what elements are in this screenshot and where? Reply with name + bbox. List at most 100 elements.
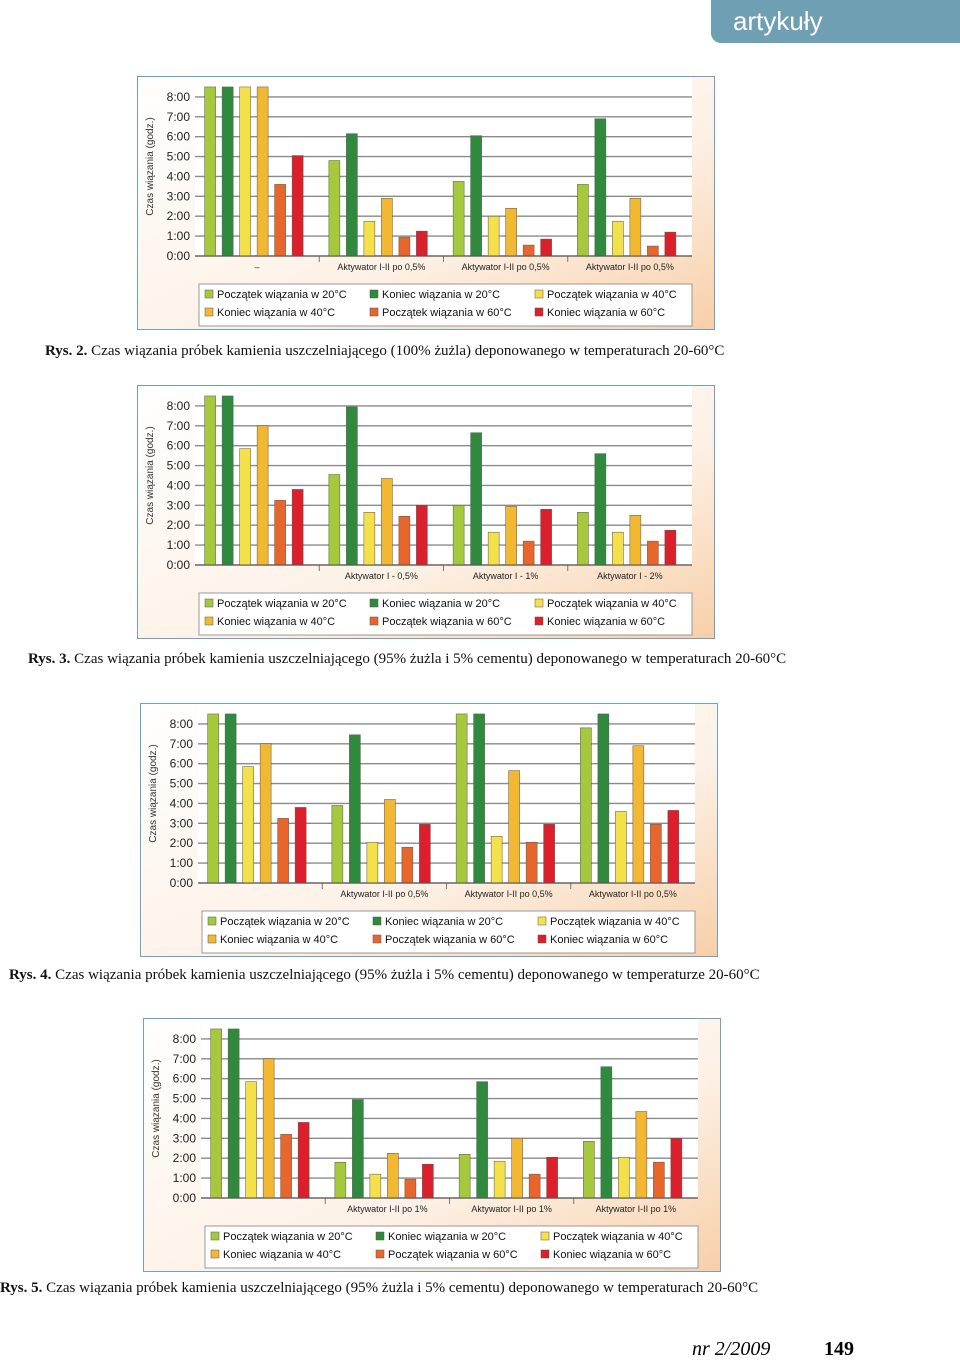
bar	[487, 215, 500, 257]
legend-swatch	[210, 1231, 220, 1241]
bar	[458, 1153, 471, 1199]
bar	[487, 531, 500, 566]
x-tick-label: Aktywator I-II po 0,5%	[340, 889, 428, 899]
y-tick-label: 8:00	[170, 717, 194, 731]
bar	[511, 1138, 523, 1199]
y-tick-label: 7:00	[167, 419, 191, 433]
bar	[363, 512, 376, 566]
legend-label: Początek wiązania w 20°C	[217, 289, 347, 301]
legend-label: Koniec wiązania w 20°C	[382, 598, 500, 610]
bar	[352, 1099, 364, 1199]
bar	[328, 160, 341, 257]
y-tick-label: 4:00	[167, 478, 191, 492]
bar	[331, 805, 344, 884]
bar	[346, 406, 358, 566]
bar	[629, 515, 642, 566]
bar	[493, 1160, 506, 1199]
bar	[632, 745, 645, 884]
legend-swatch	[369, 598, 379, 608]
y-axis-title: Czas wiązania (godz.)	[148, 744, 159, 842]
chart: 0:00 1:00 2:00 3:00 4:00 5:00 6:00 7:00 8:00 Czas…	[140, 703, 718, 957]
y-tick-label: 6:00	[167, 439, 191, 453]
legend-swatch	[540, 1231, 550, 1241]
x-tick-label: Aktywator I-II po 0,5%	[462, 262, 550, 272]
legend-swatch	[534, 307, 544, 317]
legend-label: Koniec wiązania w 60°C	[547, 307, 665, 319]
bar	[259, 743, 272, 884]
legend-swatch	[534, 598, 544, 608]
y-tick-label: 5:00	[167, 150, 191, 164]
y-tick-label: 5:00	[167, 459, 191, 473]
legend-swatch	[207, 916, 217, 926]
caption-text: Czas wiązania próbek kamienia uszczelnia…	[74, 651, 787, 667]
bar	[262, 1058, 275, 1199]
legend-box	[204, 1225, 699, 1269]
bar	[204, 395, 216, 566]
issue: nr 2/2009	[692, 1338, 771, 1360]
bar	[546, 1156, 558, 1199]
bar	[452, 181, 465, 257]
legend-swatch	[369, 289, 379, 299]
caption: Rys. 4. Czas wiązania próbek kamienia us…	[9, 967, 760, 984]
bar	[401, 846, 414, 884]
bar	[416, 505, 428, 566]
y-tick-label: 8:00	[167, 399, 191, 413]
bar	[455, 713, 468, 884]
y-tick-label: 3:00	[173, 1131, 197, 1145]
x-tick-label: Aktywator I - 1%	[473, 571, 539, 581]
bar	[221, 395, 234, 566]
y-tick-label: 6:00	[167, 130, 191, 144]
legend-label: Początek wiązania w 40°C	[553, 1231, 683, 1243]
caption-label: Rys. 4.	[9, 967, 52, 983]
legend-swatch	[204, 598, 214, 608]
bar	[615, 811, 627, 884]
bar	[416, 230, 428, 257]
legend-label: Koniec wiązania w 40°C	[220, 934, 338, 946]
bar	[452, 505, 465, 566]
legend-swatch	[534, 616, 544, 626]
bar	[635, 1111, 648, 1199]
bar	[670, 1138, 683, 1199]
bar	[349, 734, 361, 884]
x-tick-label: Aktywator I - 0,5%	[345, 571, 418, 581]
bar	[629, 198, 642, 257]
legend-label: Koniec wiązania w 40°C	[217, 307, 335, 319]
bar	[525, 841, 538, 884]
legend-label: Koniec wiązania w 20°C	[388, 1231, 506, 1243]
bar	[540, 238, 552, 257]
legend-label: Początek wiązania w 40°C	[550, 916, 680, 928]
bar	[653, 1161, 665, 1199]
y-tick-label: 8:00	[173, 1032, 197, 1046]
legend-swatch	[372, 934, 382, 944]
bar	[294, 807, 307, 884]
legend-label: Początek wiązania w 40°C	[547, 598, 677, 610]
legend-swatch	[537, 916, 547, 926]
y-tick-label: 4:00	[170, 796, 194, 810]
x-tick-label: Aktywator I-II po 0,5%	[589, 889, 677, 899]
bar	[470, 432, 482, 566]
bar	[334, 1161, 347, 1199]
y-tick-label: 1:00	[167, 538, 191, 552]
bar	[508, 770, 520, 884]
y-axis-title: Czas wiązania (godz.)	[145, 117, 156, 215]
bar	[664, 529, 677, 566]
bar	[543, 824, 555, 884]
y-tick-label: 3:00	[167, 498, 191, 512]
legend-swatch	[204, 307, 214, 317]
caption-text: Czas wiązania próbek kamienia uszczelnia…	[55, 967, 760, 983]
bar	[522, 540, 535, 566]
y-tick-label: 2:00	[167, 209, 191, 223]
legend-label: Początek wiązania w 20°C	[223, 1231, 353, 1243]
legend-swatch	[537, 934, 547, 944]
y-tick-label: 0:00	[170, 876, 194, 890]
bar	[207, 713, 219, 884]
legend-label: Początek wiązania w 60°C	[382, 616, 512, 628]
legend-label: Koniec wiązania w 40°C	[217, 616, 335, 628]
bar	[366, 841, 379, 884]
legend-swatch	[375, 1231, 385, 1241]
chart: 0:00 1:00 2:00 3:00 4:00 5:00 6:00 7:00 8:00 Czas…	[143, 1018, 721, 1272]
legend-swatch	[369, 616, 379, 626]
caption-label: Rys. 5.	[0, 1280, 43, 1296]
bar	[473, 713, 485, 884]
bar	[274, 184, 286, 257]
